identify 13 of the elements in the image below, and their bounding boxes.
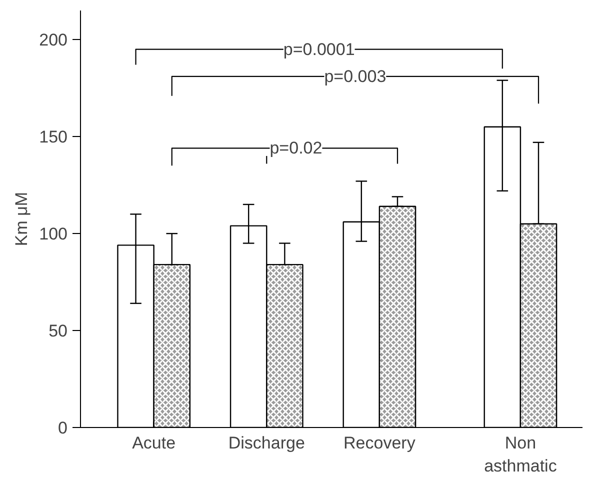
x-tick-label: Non asthmatic	[484, 434, 558, 476]
annotation: p=0.003	[324, 66, 386, 86]
y-tick-label: 100	[39, 224, 68, 244]
y-tick-label: 0	[58, 418, 68, 438]
x-tick-label: Acute	[132, 434, 176, 452]
y-tick-label: 200	[39, 30, 68, 50]
annotation: p=0.0001	[283, 40, 355, 59]
x-tick-label: Discharge	[228, 434, 305, 452]
y-tick-label: 50	[48, 322, 68, 341]
y-tick-label: 150	[39, 128, 68, 147]
annotation: p=0.02	[270, 138, 322, 158]
y-axis-title: Km μM	[12, 192, 32, 246]
x-tick-label: Recovery	[344, 434, 416, 452]
